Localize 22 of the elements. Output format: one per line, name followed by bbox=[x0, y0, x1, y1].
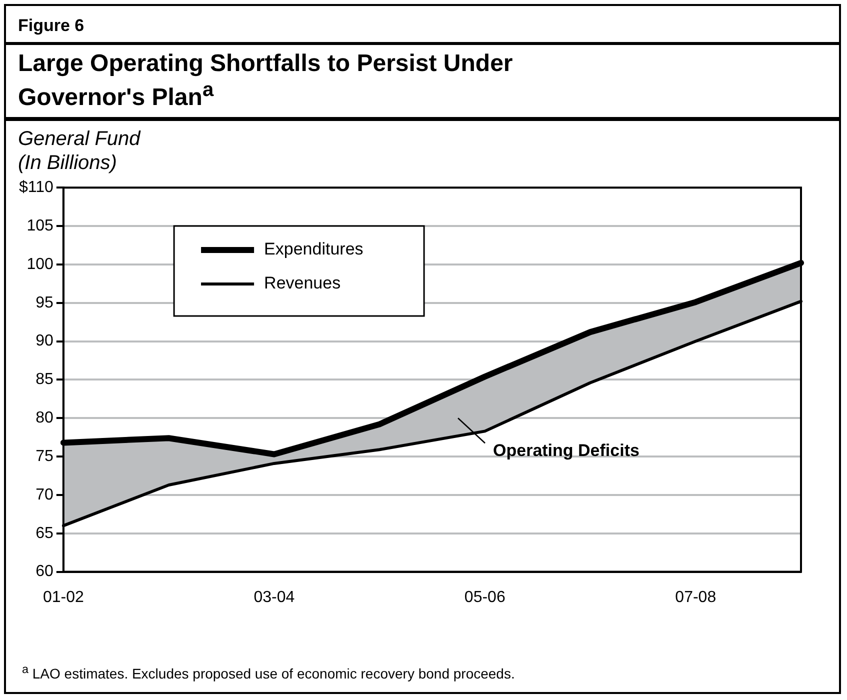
annotation: Operating Deficits bbox=[493, 440, 640, 460]
legend-label: Expenditures bbox=[264, 240, 364, 259]
y-tick-label: $110 bbox=[19, 179, 54, 196]
x-tick-label: 05-06 bbox=[464, 588, 506, 606]
y-tick-label: 60 bbox=[36, 563, 54, 580]
text: $^{a}$ LAO estimates. Excludes proposed use of economic recovery bond proceeds. bbox=[22, 663, 515, 682]
chart-title: Large Operating Shortfalls to Persist Under Governor's Plan$^{a}$ bbox=[18, 50, 514, 111]
y-tick-label: 85 bbox=[36, 371, 54, 388]
y-tick-label: 95 bbox=[36, 294, 54, 312]
x-tick-label: 07-08 bbox=[675, 588, 716, 606]
caption: Figure 6 bbox=[6, 6, 839, 45]
y-tick-label: 105 bbox=[26, 217, 54, 234]
y-axis-title: General Fund (In Billions) bbox=[17, 127, 142, 175]
x-tick-label: 01-02 bbox=[42, 588, 84, 606]
y-tick-label: 80 bbox=[36, 410, 54, 427]
y-tick-label: 100 bbox=[26, 256, 54, 273]
y-tick-label: 90 bbox=[36, 332, 54, 350]
legend-label: Revenues bbox=[264, 274, 341, 293]
x-tick-label: 03-04 bbox=[254, 588, 295, 606]
y-tick-label: 65 bbox=[36, 524, 54, 542]
y-tick-label: 75 bbox=[36, 448, 54, 465]
y-tick-label: 70 bbox=[36, 486, 54, 504]
